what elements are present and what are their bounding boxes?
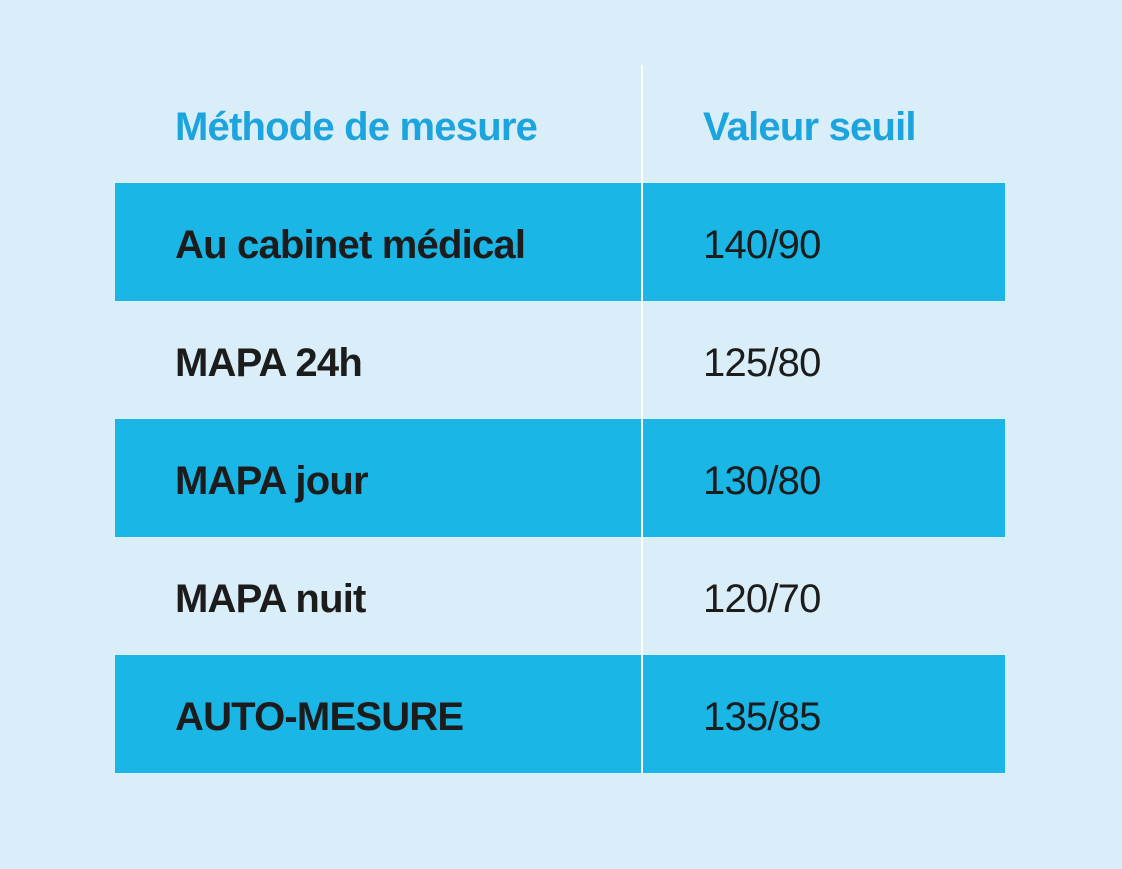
row-stripe [115, 419, 1005, 537]
threshold-cell: 125/80 [703, 341, 821, 385]
header-cell: Méthode de mesure [175, 105, 538, 149]
threshold-cell: 140/90 [703, 223, 821, 267]
threshold-cell: 135/85 [703, 695, 821, 739]
threshold-cell: 130/80 [703, 459, 821, 503]
method-cell: MAPA nuit [175, 577, 366, 621]
column-divider [641, 65, 643, 773]
row-stripe [115, 183, 1005, 301]
method-cell: Au cabinet médical [175, 223, 526, 267]
method-cell: MAPA 24h [175, 341, 363, 385]
method-cell: AUTO-MESURE [175, 695, 464, 739]
threshold-cell: 120/70 [703, 577, 821, 621]
method-cell: MAPA jour [175, 459, 369, 503]
row-stripe [115, 655, 1005, 773]
header-cell: Valeur seuil [703, 105, 917, 149]
